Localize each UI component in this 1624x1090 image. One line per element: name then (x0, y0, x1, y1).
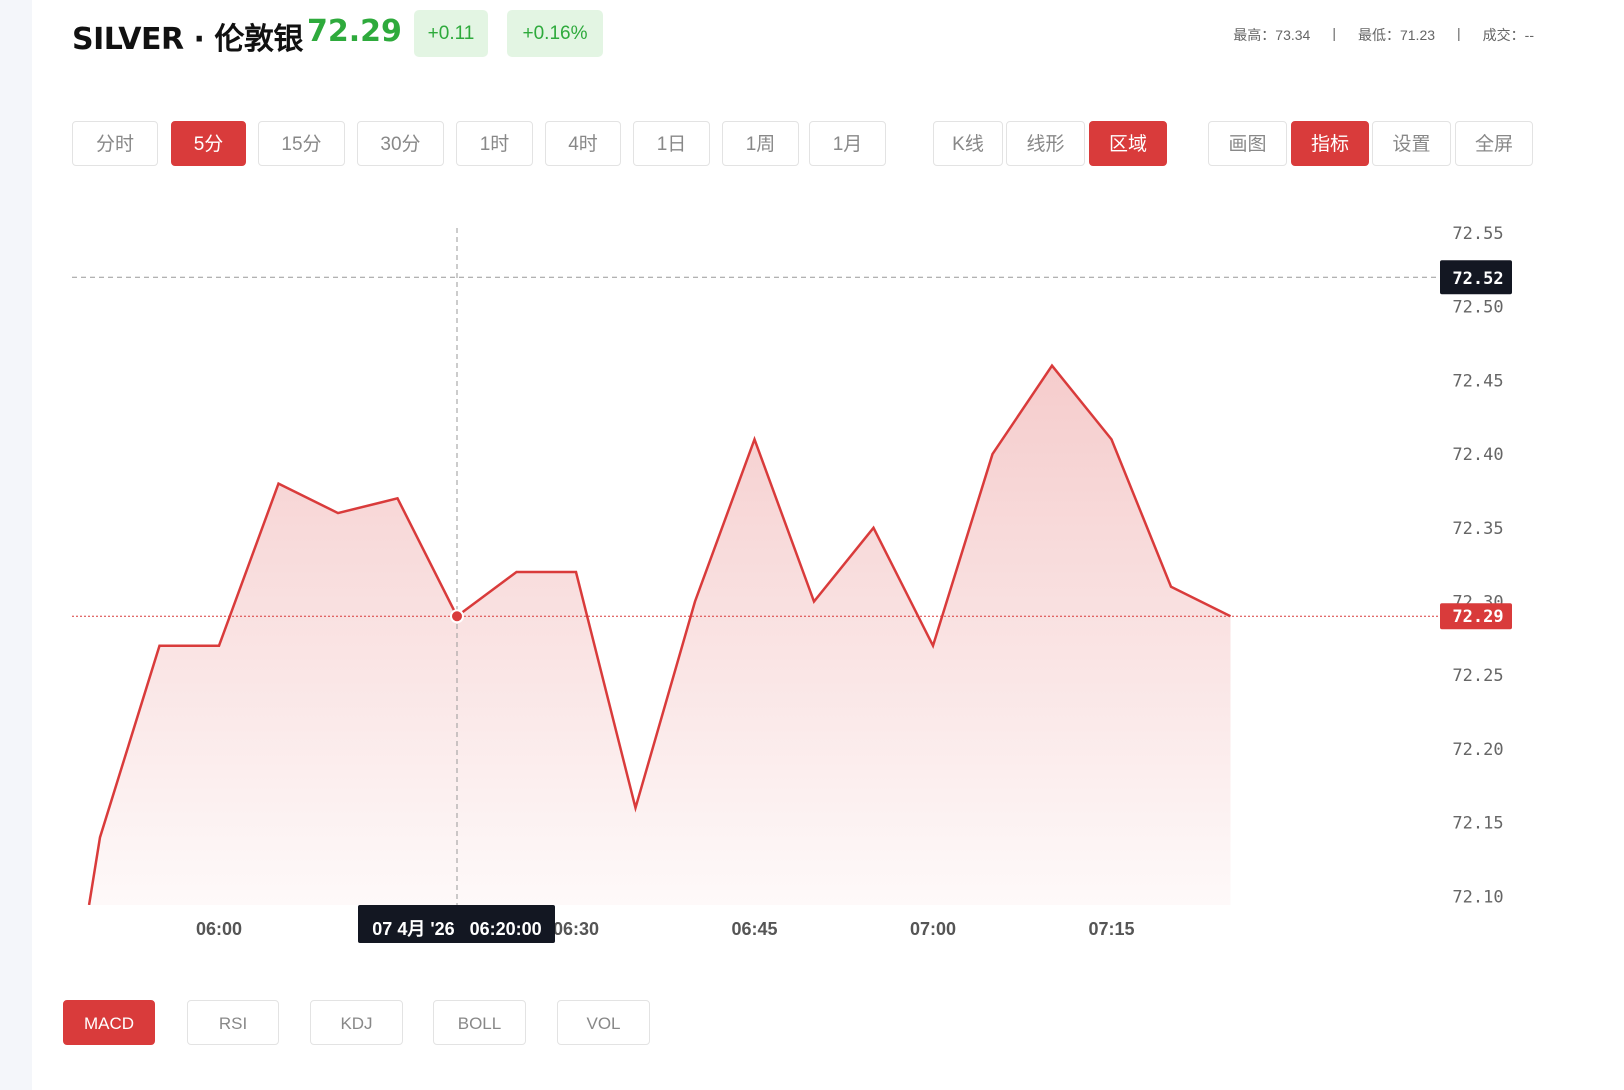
x-tick-label: 06:00 (196, 919, 242, 939)
change-badge: +0.11 (414, 10, 488, 57)
price-stats: 最高：73.34 | 最低：71.23 | 成交：-- (1233, 25, 1534, 45)
last-price-label-bg (1440, 603, 1512, 630)
timeframe-button[interactable]: 5分 (171, 121, 246, 166)
timeframe-button[interactable]: 30分 (357, 121, 444, 166)
stat-divider: | (1332, 25, 1336, 41)
current-price: 72.29 (307, 14, 402, 49)
change-percent-badge: +0.16% (507, 10, 603, 57)
chart-type-button[interactable]: 线形 (1006, 121, 1085, 166)
y-tick-label: 72.45 (1452, 371, 1503, 391)
crosshair-marker (450, 609, 464, 624)
chart-type-button[interactable]: 区域 (1089, 121, 1167, 166)
timeframe-button[interactable]: 分时 (72, 121, 158, 166)
y-tick-label: 72.55 (1452, 224, 1503, 244)
timeframe-button[interactable]: 1日 (633, 121, 710, 166)
fullscreen-button[interactable]: 全屏 (1455, 121, 1533, 166)
indicator-tab-rsi[interactable]: RSI (187, 1000, 279, 1045)
timeframe-button[interactable]: 4时 (545, 121, 621, 166)
timeframe-button[interactable]: 1周 (722, 121, 799, 166)
crosshair-price-label-bg (1440, 260, 1512, 295)
y-tick-label: 72.35 (1452, 519, 1503, 539)
x-tick-label: 07:15 (1088, 919, 1134, 939)
indicator-tab-vol[interactable]: VOL (557, 1000, 650, 1045)
y-tick-label: 72.10 (1452, 887, 1503, 907)
y-tick-label: 72.20 (1452, 740, 1503, 760)
area-fill (89, 365, 1231, 905)
price-line (87, 363, 1232, 905)
timeframe-button[interactable]: 1时 (456, 121, 533, 166)
crosshair-time-label: 07 4月 '26 06:20:00 (372, 919, 541, 939)
left-sidebar-strip (0, 0, 32, 1090)
indicator-tab-kdj[interactable]: KDJ (310, 1000, 403, 1045)
timeframe-button[interactable]: 15分 (258, 121, 345, 166)
y-tick-label: 72.25 (1452, 666, 1503, 686)
last-price-label: 72.29 (1452, 607, 1503, 627)
instrument-title: SILVER · 伦敦银 (72, 22, 303, 57)
x-tick-label: 06:45 (731, 919, 777, 939)
x-tick-label: 07:00 (910, 919, 956, 939)
stat-divider: | (1457, 25, 1461, 41)
settings-button[interactable]: 设置 (1372, 121, 1451, 166)
crosshair-time-label-bg (358, 905, 555, 943)
indicator-tab-macd[interactable]: MACD (63, 1000, 155, 1045)
low-stat: 最低：71.23 (1357, 27, 1436, 43)
draw-button[interactable]: 画图 (1208, 121, 1287, 166)
chart-type-button[interactable]: K线 (933, 121, 1003, 166)
high-stat: 最高：73.34 (1233, 27, 1311, 43)
crosshair-price-label: 72.52 (1452, 269, 1503, 289)
timeframe-button[interactable]: 1月 (809, 121, 886, 166)
indicator-tab-boll[interactable]: BOLL (433, 1000, 526, 1045)
y-tick-label: 72.40 (1452, 445, 1503, 465)
axis-top-mask (1440, 200, 1520, 225)
x-tick-label: 06:30 (553, 919, 599, 939)
indicators-button[interactable]: 指标 (1291, 121, 1369, 166)
y-tick-label: 72.15 (1452, 814, 1503, 834)
volume-stat: 成交：-- (1482, 27, 1534, 43)
y-tick-label: 72.50 (1452, 298, 1503, 318)
